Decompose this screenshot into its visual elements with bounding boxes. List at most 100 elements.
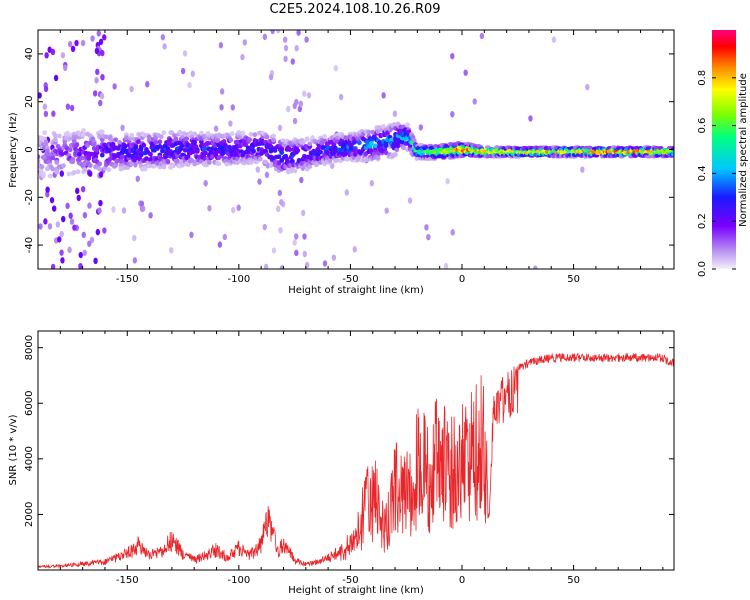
spectrogram-cell (113, 162, 119, 168)
x-tick-label: 0 (459, 274, 465, 285)
spectrogram-y-ticks: -40 -20 0 20 40 (24, 48, 674, 253)
spectrogram-cell (153, 139, 159, 145)
y-tick-label: 8000 (24, 335, 35, 360)
spectrogram-cell (295, 148, 301, 153)
spectrogram-cell (221, 139, 227, 144)
spectrogram-speckle (97, 207, 102, 214)
spectrogram-cell (276, 154, 282, 160)
snr-series-line (38, 352, 674, 569)
spectrogram-speckle (331, 254, 337, 261)
spectrogram-cell (70, 159, 76, 165)
x-tick-label: -100 (227, 575, 250, 586)
spectrogram-speckle (292, 239, 297, 246)
colorbar: 0.0 0.2 0.4 0.6 0.8 Normalized spectral ampl… (697, 30, 749, 277)
spectrogram-cell (43, 139, 49, 145)
spectrogram-speckle (236, 204, 241, 211)
spectrogram-cell (53, 133, 58, 139)
spectrogram-speckle (133, 161, 138, 168)
spectrogram-speckle (276, 30, 281, 34)
spectrogram-speckle (384, 207, 389, 214)
spectrogram-speckle (94, 47, 100, 55)
spectrogram-speckle (121, 207, 127, 214)
spectrogram-speckle (298, 100, 304, 107)
spectrogram-cell (190, 149, 196, 155)
spectrogram-cell (54, 169, 60, 175)
y-tick-label: 40 (24, 48, 35, 61)
spectrogram-cell (180, 162, 186, 168)
spectrogram-speckle (98, 199, 103, 207)
spectrogram-cell (38, 154, 41, 160)
spectrogram-cell (394, 147, 400, 153)
spectrogram-cell (205, 140, 211, 146)
spectrogram-speckle (203, 180, 208, 187)
spectrogram-cell (327, 158, 333, 164)
spectrogram-speckle (75, 187, 80, 195)
spectrogram-speckle (95, 228, 101, 236)
spectrogram-speckle (139, 200, 145, 207)
spectrogram-cell (268, 163, 274, 168)
spectrogram-speckle (129, 85, 134, 93)
spectrogram-speckle (190, 70, 196, 78)
spectrogram-panel: -150 -100 -50 0 50 -40 -20 0 20 40 Height of str… (8, 29, 675, 296)
spectrogram-speckle (111, 206, 116, 213)
colorbar-tick-label: 0.6 (697, 118, 708, 134)
spectrogram-speckle (450, 111, 455, 118)
spectrogram-cell (113, 137, 119, 143)
spectrogram-cell (228, 137, 234, 143)
spectrogram-speckle (70, 45, 76, 53)
spectrogram-cell (161, 164, 167, 170)
spectrogram-speckle (424, 224, 429, 231)
spectrogram-speckle (292, 117, 298, 125)
spectrogram-cell (123, 135, 129, 141)
spectrogram-speckle (45, 191, 50, 198)
spectrogram-speckle (277, 189, 283, 197)
spectrogram-cell (184, 136, 190, 141)
colorbar-tick-label: 0.0 (697, 261, 708, 277)
spectrogram-speckle (263, 263, 269, 269)
snr-y-ticks: 2000 4000 6000 8000 (24, 335, 674, 527)
spectrogram-speckle (219, 88, 225, 95)
figure-title: C2E5.2024.108.10.26.R09 (269, 2, 441, 17)
spectrogram-cell (194, 148, 200, 154)
snr-marks (38, 352, 674, 569)
spectrogram-cell (209, 154, 215, 160)
spectrogram-cell (55, 144, 61, 149)
spectrogram-speckle (88, 170, 93, 177)
spectrogram-cell (142, 166, 148, 172)
spectrogram-cell (375, 155, 381, 161)
spectrogram-speckle (53, 74, 59, 82)
x-tick-label: 50 (567, 575, 580, 586)
spectrogram-speckle (92, 90, 98, 97)
spectrogram-cell (586, 145, 593, 150)
x-tick-label: -100 (227, 274, 250, 285)
spectrogram-speckle (43, 110, 49, 118)
spectrogram-cell (42, 130, 48, 136)
spectrogram-speckle (59, 170, 64, 177)
spectrogram-cell (44, 148, 50, 154)
spectrogram-speckle (140, 205, 146, 212)
x-tick-label: 50 (567, 274, 580, 285)
spectrogram-cell (257, 156, 263, 162)
spectrogram-speckle (242, 39, 247, 46)
spectrogram-speckle (72, 224, 77, 231)
spectrogram-speckle (580, 166, 585, 173)
spectrogram-cell (161, 130, 167, 136)
spectrogram-speckle (479, 32, 485, 40)
spectrogram-speckle (98, 171, 104, 178)
spectrogram-cell (38, 158, 41, 164)
spectrogram-speckle (294, 233, 299, 240)
spectrogram-speckle (445, 178, 450, 185)
spectrogram-speckle (87, 240, 92, 247)
spectrogram-y-axis-label: Frequency (Hz) (8, 112, 19, 188)
spectrogram-cell (119, 154, 125, 159)
spectrogram-speckle (96, 30, 101, 37)
spectrogram-speckle (93, 257, 98, 265)
spectrogram-speckle (51, 205, 57, 212)
spectrogram-speckle (426, 233, 431, 241)
spectrogram-speckle (418, 124, 424, 131)
spectrogram-speckle (450, 229, 455, 236)
spectrogram-cell (57, 133, 62, 139)
spectrogram-speckle (67, 40, 73, 48)
spectrogram-cell (81, 128, 86, 133)
spectrogram-speckle (132, 234, 137, 242)
